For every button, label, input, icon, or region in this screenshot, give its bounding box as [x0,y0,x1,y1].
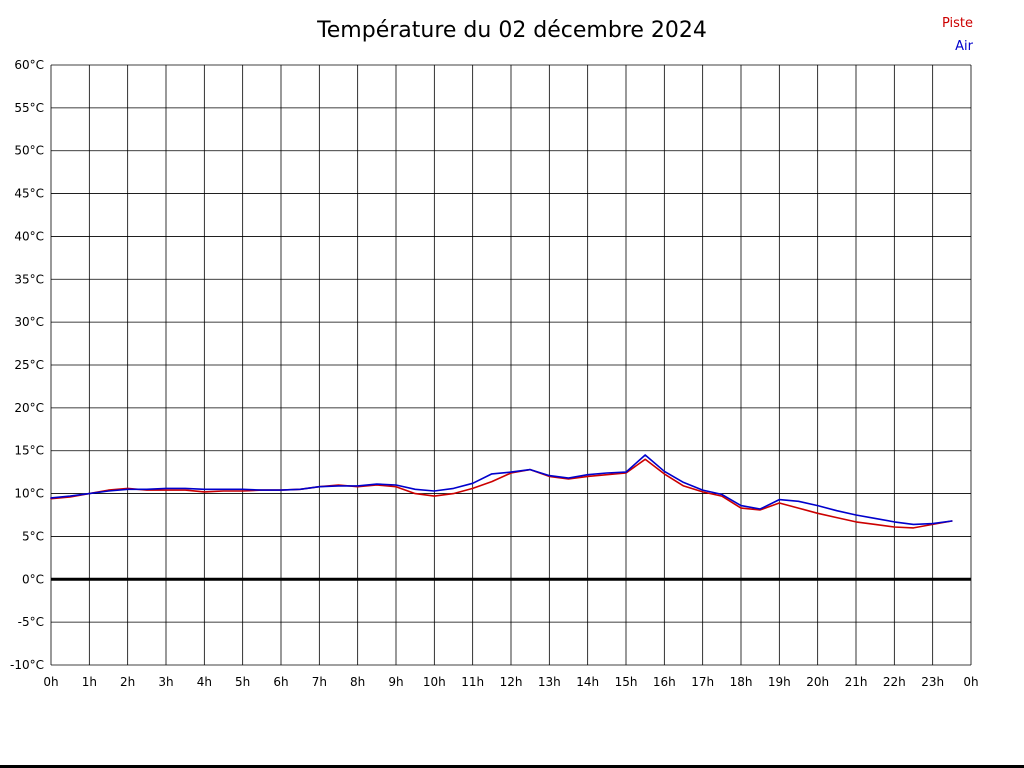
bottom-border [0,765,1024,768]
x-tick-label: 22h [883,675,906,689]
series-line-air [50,454,953,526]
x-tick-label: 14h [576,675,599,689]
y-tick-label: -10°C [10,658,44,672]
x-tick-label: 11h [461,675,484,689]
y-tick-label: 30°C [14,315,44,329]
y-tick-label: -5°C [18,615,44,629]
x-tick-label: 1h [82,675,97,689]
y-tick-label: 60°C [14,58,44,72]
y-tick-label: 5°C [22,529,44,543]
y-tick-label: 20°C [14,401,44,415]
x-tick-label: 19h [768,675,791,689]
y-tick-label: 45°C [14,187,44,201]
chart-title: Température du 02 décembre 2024 [317,18,707,43]
x-tick-label: 0h [43,675,58,689]
x-tick-label: 20h [806,675,829,689]
x-tick-label: 0h [963,675,978,689]
x-tick-label: 12h [500,675,523,689]
y-tick-label: 10°C [14,487,44,501]
x-tick-label: 16h [653,675,676,689]
y-tick-label: 15°C [14,444,44,458]
y-tick-label: 25°C [14,358,44,372]
x-tick-label: 5h [235,675,250,689]
x-tick-label: 8h [350,675,365,689]
x-tick-label: 2h [120,675,135,689]
x-tick-label: 10h [423,675,446,689]
x-tick-label: 9h [388,675,403,689]
x-tick-label: 15h [615,675,638,689]
y-tick-label: 35°C [14,272,44,286]
legend-item-air: Air [955,39,973,54]
legend: Piste Air [942,12,973,58]
series-line-piste [50,458,953,529]
x-tick-label: 13h [538,675,561,689]
y-tick-label: 50°C [14,144,44,158]
y-tick-label: 55°C [14,101,44,115]
x-tick-label: 3h [158,675,173,689]
y-tick-label: 40°C [14,229,44,243]
legend-item-piste: Piste [941,16,973,31]
x-tick-label: 18h [730,675,753,689]
x-tick-label: 21h [845,675,868,689]
x-tick-label: 23h [921,675,944,689]
y-tick-label: 0°C [22,572,44,586]
x-tick-label: 17h [691,675,714,689]
x-tick-label: 6h [273,675,288,689]
x-tick-label: 7h [312,675,327,689]
x-tick-label: 4h [197,675,212,689]
